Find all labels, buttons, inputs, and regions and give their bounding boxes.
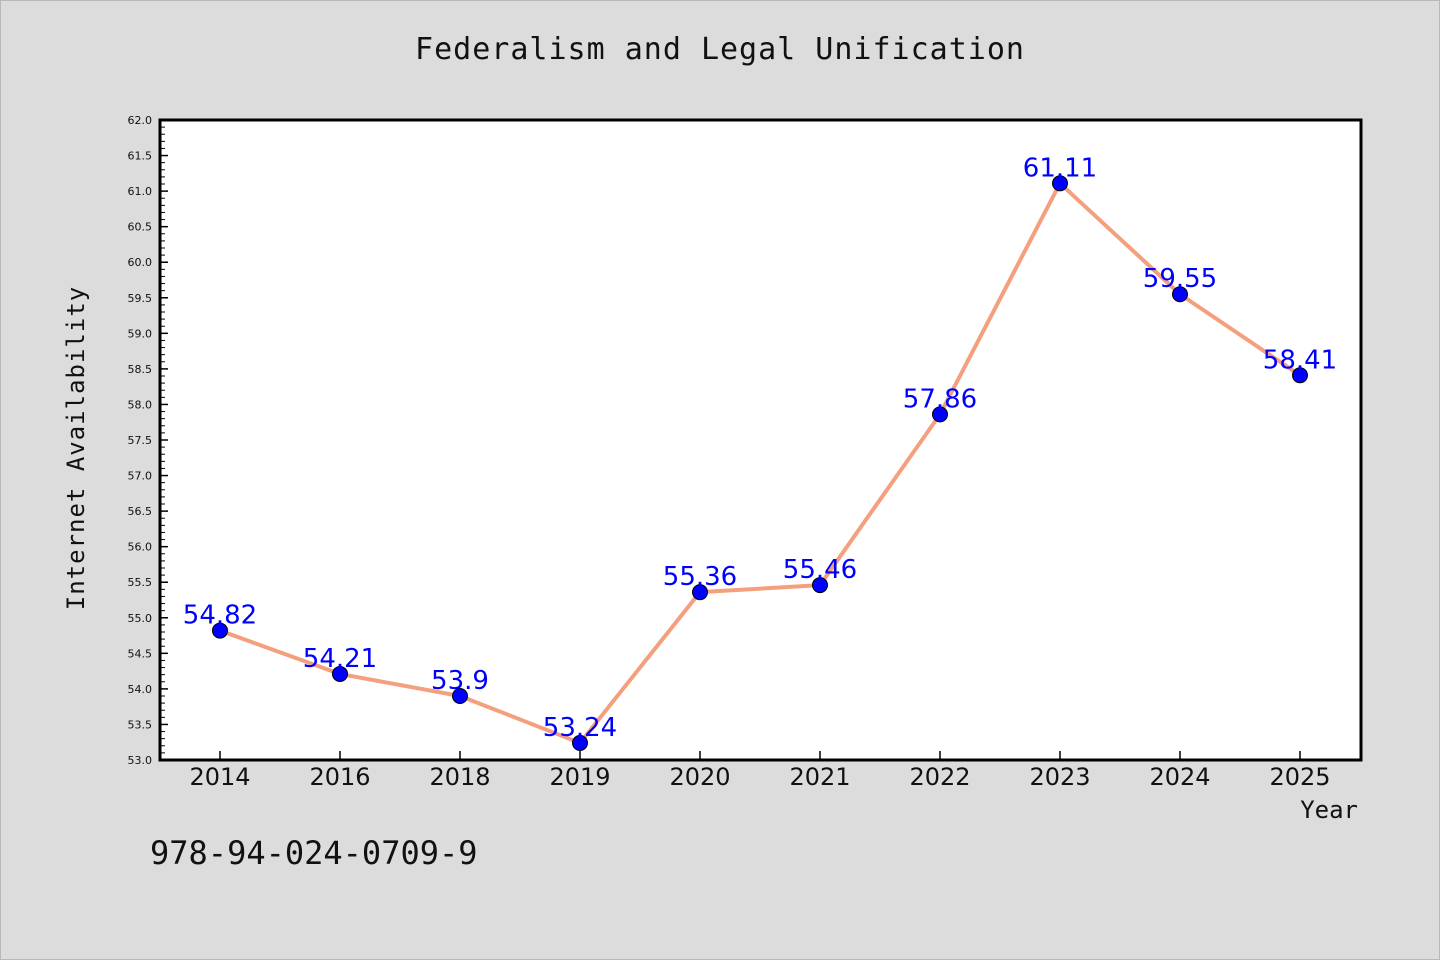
x-tick-label: 2024 [1149, 763, 1210, 791]
data-label: 57.86 [903, 384, 977, 414]
data-label: 59.55 [1143, 264, 1217, 294]
x-axis-label: Year [1300, 796, 1358, 824]
data-point [932, 406, 948, 423]
y-tick-label: 54.5 [128, 647, 153, 660]
x-tick-label: 2023 [1029, 763, 1090, 791]
data-point [212, 622, 228, 639]
chart-title: Federalism and Legal Unification [415, 32, 1025, 67]
y-tick-label: 54.0 [128, 683, 153, 696]
data-point [812, 577, 828, 594]
y-tick-label: 59.5 [128, 292, 153, 305]
data-label: 53.24 [543, 713, 617, 743]
y-tick-label: 57.0 [128, 470, 153, 483]
y-tick-label: 55.5 [128, 576, 153, 589]
x-tick-label: 2020 [669, 763, 730, 791]
data-point [452, 688, 468, 704]
y-tick-label: 60.0 [128, 256, 153, 269]
y-tick-label: 60.5 [128, 221, 153, 234]
data-label: 53.9 [431, 666, 489, 696]
data-point [1052, 175, 1068, 192]
isbn-annotation: 978-94-024-0709-9 [150, 834, 478, 872]
data-point [572, 734, 588, 751]
x-tick-label: 2021 [789, 763, 850, 791]
x-tick-label: 2025 [1269, 763, 1330, 791]
data-point [332, 665, 348, 682]
y-tick-label: 56.5 [128, 505, 153, 518]
y-tick-label: 62.0 [128, 114, 153, 127]
y-tick-label: 61.5 [128, 150, 153, 163]
data-label: 58.41 [1263, 345, 1337, 375]
data-point [1172, 286, 1188, 303]
data-point [1292, 367, 1308, 384]
series-line [219, 181, 1302, 745]
y-tick-label: 56.0 [128, 541, 153, 554]
data-label: 61.11 [1023, 153, 1097, 183]
x-ticks: 2014 2016 2018 2019 2020 2021 2022 2023 2024 2025 [189, 751, 1331, 791]
y-tick-label: 57.5 [128, 434, 153, 447]
y-tick-label: 55.0 [128, 612, 153, 625]
data-points [212, 175, 1308, 751]
x-tick-label: 2016 [309, 763, 370, 791]
x-tick-label: 2022 [909, 763, 970, 791]
y-tick-label: 58.5 [128, 363, 153, 376]
x-tick-label: 2014 [189, 763, 250, 791]
y-tick-label: 59.0 [128, 327, 153, 340]
data-point [692, 584, 708, 601]
y-ticks: 53.0 53.5 54.0 54.5 55.0 55.5 56.0 56.5 57.0 57.5… [128, 114, 168, 767]
data-labels: 54.82 54.21 53.9 53.24 55.36 55.46 57.86 61.11 5… [183, 153, 1337, 743]
data-label: 55.46 [783, 555, 857, 585]
plot-area [158, 118, 1363, 762]
x-tick-label: 2019 [549, 763, 610, 791]
data-label: 55.36 [663, 562, 737, 592]
x-tick-label: 2018 [429, 763, 490, 791]
y-tick-label: 58.0 [128, 398, 153, 411]
y-tick-label: 53.5 [128, 718, 153, 731]
y-tick-label: 61.0 [128, 185, 153, 198]
y-tick-label: 53.0 [128, 754, 153, 767]
data-label: 54.21 [303, 644, 377, 674]
data-label: 54.82 [183, 601, 257, 631]
